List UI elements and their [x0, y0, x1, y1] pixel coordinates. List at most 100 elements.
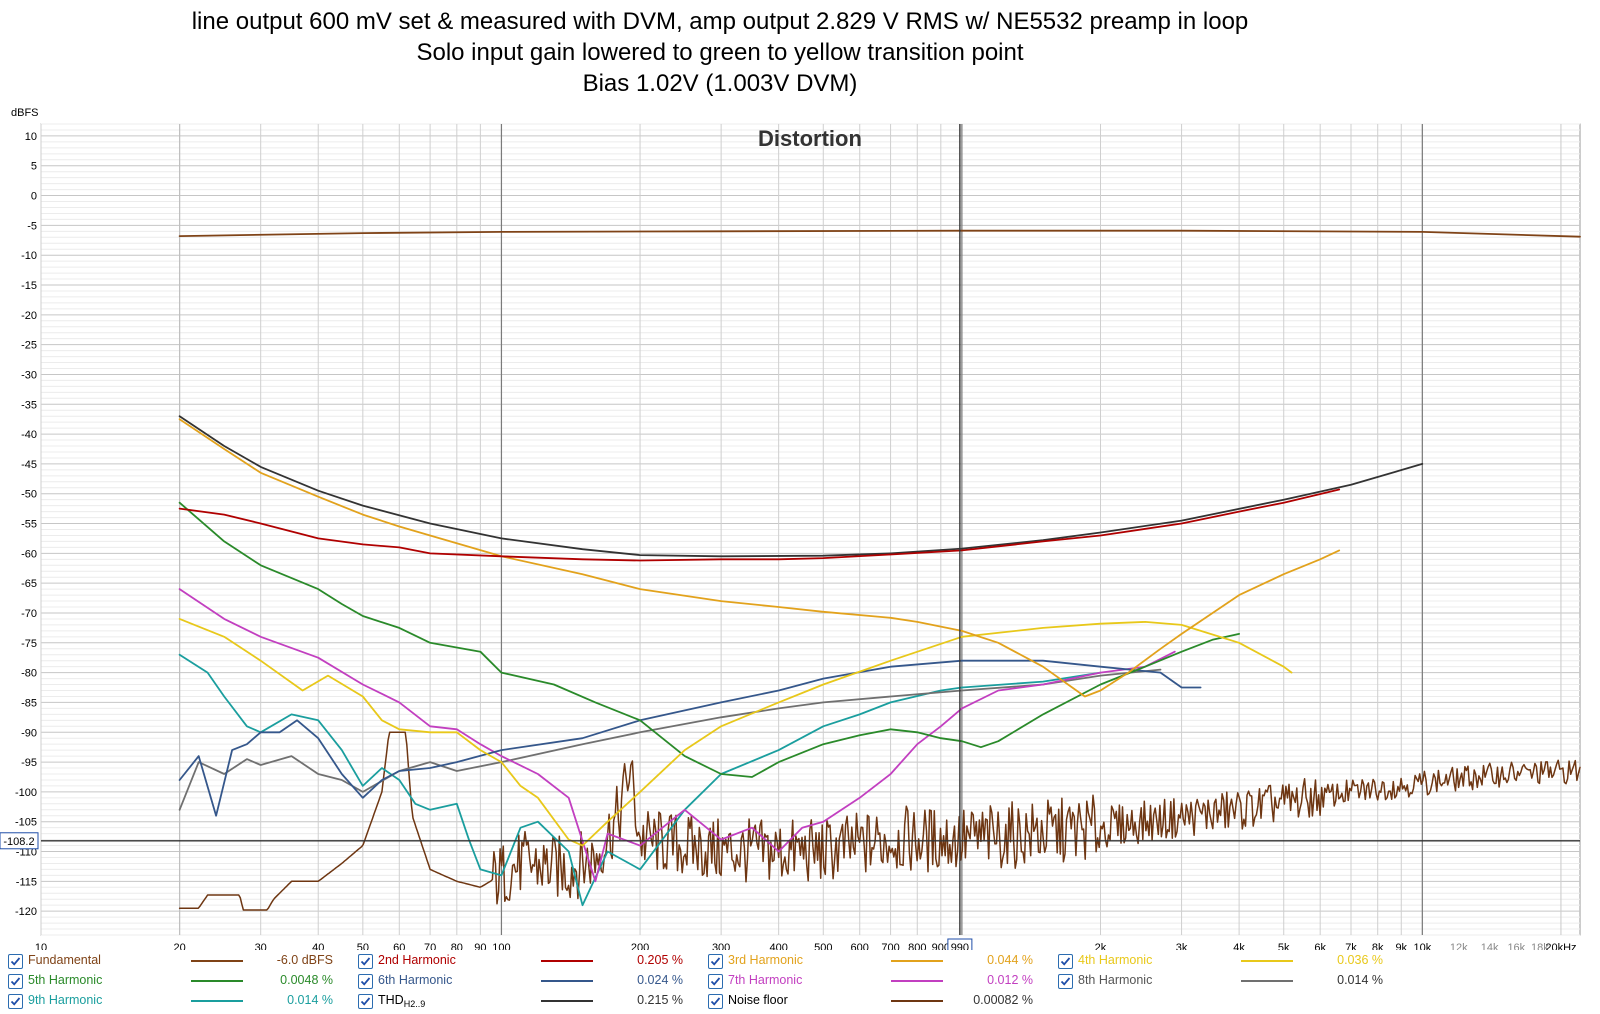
y-tick-label: -15 [21, 280, 37, 292]
legend-series-name-text: 9th Harmonic [28, 993, 103, 1007]
x-tick-label: 2k [1095, 942, 1107, 950]
legend-series-name: 9th Harmonic [28, 993, 102, 1007]
legend-series-name: Noise floor [728, 993, 788, 1007]
cursor-layer: -108.2 990 [0, 124, 1580, 950]
y-tick-label: -110 [16, 847, 37, 859]
legend-checkbox[interactable] [708, 954, 723, 969]
legend-checkbox[interactable] [358, 974, 373, 989]
header-line-1: line output 600 mV set & measured with D… [191, 8, 1249, 35]
x-tick-label: 20 [173, 942, 185, 950]
legend-value: 0.205 % [637, 953, 683, 967]
series-fundamental [178, 229, 1581, 238]
legend-series-name-text: 2nd Harmonic [378, 953, 456, 967]
x-tick-label: 14k [1481, 942, 1499, 950]
legend-series-name: 4th Harmonic [1078, 953, 1152, 967]
x-tick-label: 90 [474, 942, 486, 950]
y-tick-label: -70 [21, 608, 37, 620]
legend-swatch [1241, 960, 1293, 962]
y-tick-label: 0 [31, 191, 37, 203]
legend-series-name-text: Noise floor [728, 993, 788, 1007]
series-3rd-harmonic [178, 418, 1341, 698]
legend-checkbox[interactable] [8, 974, 23, 989]
legend-item[interactable]: 3rd Harmonic 0.044 % [708, 952, 1038, 972]
legend-checkbox[interactable] [1058, 974, 1073, 989]
series-6th-harmonic [178, 659, 1202, 817]
y-axis-label: dBFS [11, 107, 39, 119]
legend-series-name-text: THD [378, 993, 404, 1007]
x-tick-label: 9k [1395, 942, 1407, 950]
y-tick-label: -30 [21, 369, 37, 381]
x-tick-label: 100 [492, 942, 510, 950]
x-tick-label: 50 [357, 942, 369, 950]
legend-swatch [541, 1000, 593, 1002]
x-tick-label: 600 [851, 942, 869, 950]
y-axis: 10 5 0 -5 -10 -15 -20 -25 -30 -35 -40 -45 -50 -55 -60 -… [15, 131, 37, 918]
legend-value: -6.0 dBFS [276, 953, 333, 967]
legend-swatch [1241, 980, 1293, 982]
cursor-y-readout: -108.2 [3, 836, 34, 848]
x-tick-label: 18k [1531, 942, 1549, 950]
legend-item[interactable]: 4th Harmonic 0.036 % [1058, 952, 1388, 972]
legend-value: 0.215 % [637, 993, 683, 1007]
x-tick-label: 400 [769, 942, 787, 950]
series-4th-harmonic [178, 618, 1293, 847]
x-tick-label: 5k [1278, 942, 1290, 950]
legend-swatch [541, 980, 593, 982]
legend-item[interactable]: 7th Harmonic 0.012 % [708, 972, 1038, 992]
legend-item[interactable]: THDH2..9 0.215 % [358, 992, 688, 1012]
legend-series-name: 6th Harmonic [378, 973, 452, 987]
legend-value: 0.0048 % [280, 973, 333, 987]
y-tick-label: -10 [21, 250, 37, 262]
y-tick-label: -50 [21, 489, 37, 501]
y-tick-label: -25 [21, 340, 37, 352]
header-line-2: Solo input gain lowered to green to yell… [416, 39, 1024, 66]
x-tick-label: 7k [1345, 942, 1357, 950]
legend-checkbox[interactable] [1058, 954, 1073, 969]
y-tick-label: -40 [21, 429, 37, 441]
chart-header: line output 600 mV set & measured with D… [0, 6, 1440, 99]
legend-checkbox[interactable] [8, 994, 23, 1009]
legend-item[interactable]: 9th Harmonic 0.014 % [8, 992, 338, 1012]
cursor-x-readout: 990 [951, 942, 969, 950]
legend-series-name: THDH2..9 [378, 993, 425, 1009]
legend: Fundamental -6.0 dBFS 2nd Harmonic 0.205 % 3… [0, 952, 1600, 1014]
cursor-y-box [0, 832, 39, 850]
legend-item[interactable]: 5th Harmonic 0.0048 % [8, 972, 338, 992]
x-tick-label: 12k [1450, 942, 1468, 950]
series-layer [178, 229, 1581, 911]
y-tick-label: -65 [21, 578, 37, 590]
legend-series-name-text: 5th Harmonic [28, 973, 103, 987]
legend-value: 0.014 % [287, 993, 333, 1007]
legend-value: 0.00082 % [973, 993, 1033, 1007]
legend-checkbox[interactable] [708, 994, 723, 1009]
legend-value: 0.036 % [1337, 953, 1383, 967]
legend-item[interactable]: 8th Harmonic 0.014 % [1058, 972, 1388, 992]
y-tick-label: -85 [21, 697, 37, 709]
legend-series-name: 2nd Harmonic [378, 953, 456, 967]
series-8th-harmonic [178, 668, 1162, 811]
legend-item[interactable]: 2nd Harmonic 0.205 % [358, 952, 688, 972]
series-noise-floor [178, 731, 1581, 911]
x-tick-label: 500 [814, 942, 832, 950]
legend-checkbox[interactable] [8, 954, 23, 969]
legend-checkbox[interactable] [358, 954, 373, 969]
legend-swatch [891, 1000, 943, 1002]
x-tick-label: 60 [393, 942, 405, 950]
legend-checkbox[interactable] [358, 994, 373, 1009]
series-9th-harmonic [178, 653, 1102, 907]
distortion-plot[interactable]: 1050-5-10-15-20-25-30-35-40-45-50-55-60-… [0, 0, 1600, 950]
legend-swatch [891, 980, 943, 982]
series-7th-harmonic [178, 588, 1176, 883]
legend-checkbox[interactable] [708, 974, 723, 989]
x-tick-label: 70 [424, 942, 436, 950]
legend-item[interactable]: 6th Harmonic 0.024 % [358, 972, 688, 992]
y-tick-label: -75 [21, 638, 37, 650]
y-tick-label: 10 [25, 131, 37, 143]
y-tick-label: -95 [21, 757, 37, 769]
legend-swatch [541, 960, 593, 962]
legend-item[interactable]: Fundamental -6.0 dBFS [8, 952, 338, 972]
legend-value: 0.044 % [987, 953, 1033, 967]
y-tick-label: -35 [21, 399, 37, 411]
series-thd [178, 415, 1424, 558]
legend-item[interactable]: Noise floor 0.00082 % [708, 992, 1038, 1012]
